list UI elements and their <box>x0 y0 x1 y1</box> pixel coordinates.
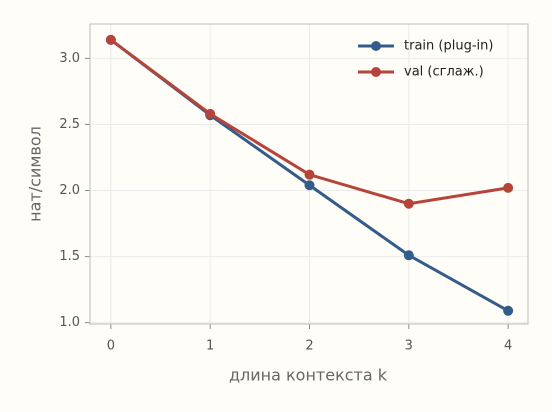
data-point <box>403 250 414 261</box>
data-point <box>304 169 315 180</box>
y-tick-label: 1.0 <box>59 315 80 330</box>
y-tick-label: 1.5 <box>59 249 80 264</box>
plot-frame <box>89 23 529 325</box>
data-point <box>304 180 315 191</box>
data-point <box>403 198 414 209</box>
data-point <box>503 182 514 193</box>
y-tick-label: 3.0 <box>59 51 80 66</box>
y-axis-label: нат/символ <box>26 126 45 222</box>
x-tick-label: 1 <box>206 339 214 354</box>
legend-marker <box>371 67 381 77</box>
x-tick-label: 0 <box>107 339 115 354</box>
legend-marker <box>371 41 381 51</box>
data-point <box>503 305 514 316</box>
x-axis-label: длина контекста k <box>229 366 388 385</box>
data-point <box>205 108 216 119</box>
x-tick-label: 2 <box>305 339 313 354</box>
x-tick-label: 3 <box>405 339 413 354</box>
legend-label: train (plug-in) <box>404 39 493 54</box>
x-tick-label: 4 <box>504 339 512 354</box>
data-point <box>105 34 116 45</box>
legend-label: val (сглаж.) <box>404 65 484 80</box>
y-tick-label: 2.5 <box>59 117 80 132</box>
y-tick-label: 2.0 <box>59 183 80 198</box>
